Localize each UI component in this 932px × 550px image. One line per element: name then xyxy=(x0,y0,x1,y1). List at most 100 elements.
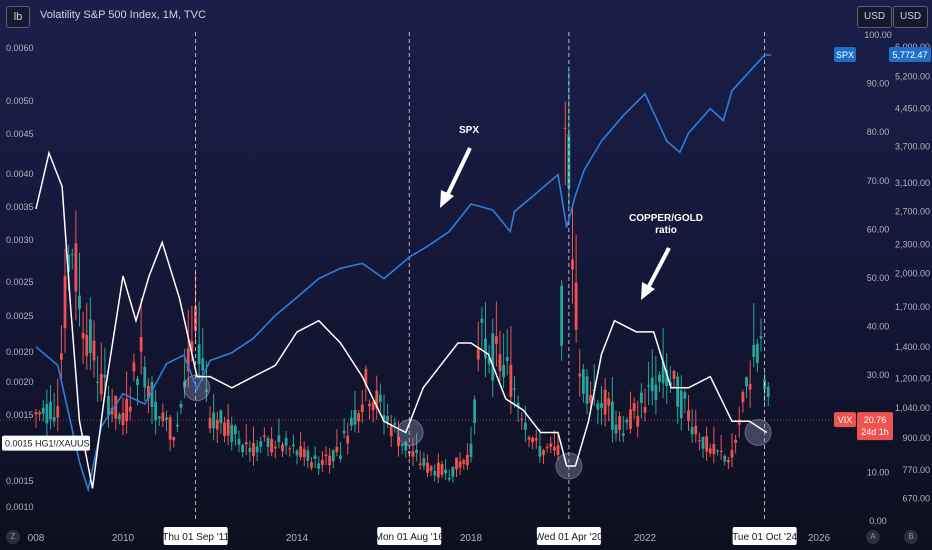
left-axis-tick: 0.0045 xyxy=(6,129,34,139)
spx-axis-tick: 1,400.00 xyxy=(895,342,930,352)
vix-candle-body xyxy=(636,415,640,427)
vix-candle-body xyxy=(600,403,603,408)
vix-value-label: 20.76 xyxy=(864,415,887,425)
spx-axis-tick: 4,450.00 xyxy=(895,104,930,114)
spx-axis-tick: 1,200.00 xyxy=(895,374,930,384)
vix-candle-body xyxy=(201,358,205,371)
vix-candle-body xyxy=(400,443,404,447)
vix-candle-body xyxy=(629,409,632,429)
ratio-annotation-line1: COPPER/GOLD xyxy=(629,213,703,224)
vix-candle-body xyxy=(194,306,197,332)
vix-candle-body xyxy=(339,455,342,459)
vix-candle-body xyxy=(455,457,458,470)
currency-button-spx[interactable]: USD xyxy=(893,6,929,28)
vix-candle-body xyxy=(625,419,629,423)
vix-candle-body xyxy=(223,422,226,436)
vix-candle-body xyxy=(215,419,219,430)
vix-candle-body xyxy=(426,462,429,473)
timezone-button[interactable]: Z xyxy=(6,530,20,544)
vix-candle-body xyxy=(527,437,531,440)
vix-candle-body xyxy=(726,459,730,463)
vix-candle-body xyxy=(618,416,622,430)
vix-countdown-label: 24d 1h xyxy=(861,427,889,437)
vix-candle-body xyxy=(364,368,368,386)
vix-candles xyxy=(34,69,770,484)
vix-candle-body xyxy=(422,458,426,466)
vix-candle-body xyxy=(683,392,687,399)
vix-candle-body xyxy=(596,403,600,410)
vix-candle-body xyxy=(241,444,245,453)
vix-candle-body xyxy=(632,403,636,411)
vix-candle-body xyxy=(146,385,150,399)
vix-axis-tick: 40.00 xyxy=(867,322,890,332)
vix-candle-body xyxy=(81,333,85,339)
event-date-badge xyxy=(536,527,601,545)
vix-candle-body xyxy=(411,451,415,457)
vix-candle-body xyxy=(117,414,121,420)
spx-value-badge xyxy=(889,46,931,62)
vix-candle-body xyxy=(741,392,745,403)
vix-candle-body xyxy=(74,243,78,292)
x-tick-label: 2014 xyxy=(286,533,309,544)
vix-candle-body xyxy=(288,448,292,450)
spx-axis-tick: 2,300.00 xyxy=(895,240,930,250)
vix-candle-body xyxy=(701,437,705,449)
spx-axis-tick: 1,040.00 xyxy=(895,403,930,413)
vix-candle-body xyxy=(353,409,357,425)
vix-candle-body xyxy=(523,422,527,430)
vix-candle-body xyxy=(614,424,618,434)
vix-candle-body xyxy=(476,347,480,360)
vix-candle-body xyxy=(487,357,491,365)
event-date-badge xyxy=(377,527,442,545)
vix-candle-body xyxy=(766,386,770,397)
vix-value-badge xyxy=(857,412,893,441)
ratio-value-badge xyxy=(2,435,90,451)
highlight-circle xyxy=(744,418,772,446)
vix-candle-body xyxy=(161,412,165,422)
vix-candle-body xyxy=(672,370,676,379)
vix-candle-body xyxy=(687,410,690,421)
vix-candle-body xyxy=(157,416,161,419)
vix-candle-body xyxy=(571,259,574,270)
vix-candle-body xyxy=(281,444,284,452)
spx-axis-tick: 900.00 xyxy=(902,433,930,443)
spx-axis-tick: 3,700.00 xyxy=(895,142,930,152)
event-date-label: Mon 01 Aug '16 xyxy=(375,532,445,543)
vix-candle-body xyxy=(752,344,756,357)
vix-candle-body xyxy=(665,369,669,386)
vix-axis-tick: 80.00 xyxy=(867,127,890,137)
vix-axis-tick: 70.00 xyxy=(867,176,890,186)
spx-line xyxy=(35,54,772,493)
vix-candle-body xyxy=(175,424,179,427)
scale-mode-button[interactable]: B xyxy=(904,530,918,544)
vix-candle-body xyxy=(502,365,506,378)
vix-axis-tick: 10.00 xyxy=(867,467,890,477)
vix-candle-body xyxy=(694,425,698,435)
vix-candle-body xyxy=(661,361,665,384)
vix-candle-body xyxy=(230,424,234,442)
vix-candle-body xyxy=(233,425,237,435)
auto-scale-button[interactable]: A xyxy=(866,530,880,544)
vix-axis-tick: 90.00 xyxy=(867,79,890,89)
vix-candle-body xyxy=(255,446,259,453)
vix-candle-body xyxy=(277,435,281,443)
vix-axis-tick: 100.00 xyxy=(864,30,892,40)
left-axis-tick: 0.0060 xyxy=(6,43,34,53)
vix-candle-body xyxy=(690,427,694,435)
vix-candle-body xyxy=(516,402,520,407)
vix-candle-body xyxy=(375,390,379,409)
vix-candle-body xyxy=(56,406,60,418)
vix-candle-body xyxy=(676,376,680,407)
vix-candle-body xyxy=(132,362,136,372)
currency-button-vix[interactable]: USD xyxy=(857,6,893,28)
vix-candle-body xyxy=(433,471,437,476)
left-axis-tick: 0.0020 xyxy=(6,377,34,387)
logo-badge[interactable]: lb xyxy=(6,6,30,28)
spx-axis-tick: 1,700.00 xyxy=(895,302,930,312)
copper-gold-ratio-line xyxy=(35,150,768,489)
vix-candle-body xyxy=(545,447,549,449)
vix-candle-body xyxy=(41,407,45,414)
vix-candle-body xyxy=(313,455,317,460)
vix-candle-body xyxy=(458,461,462,468)
